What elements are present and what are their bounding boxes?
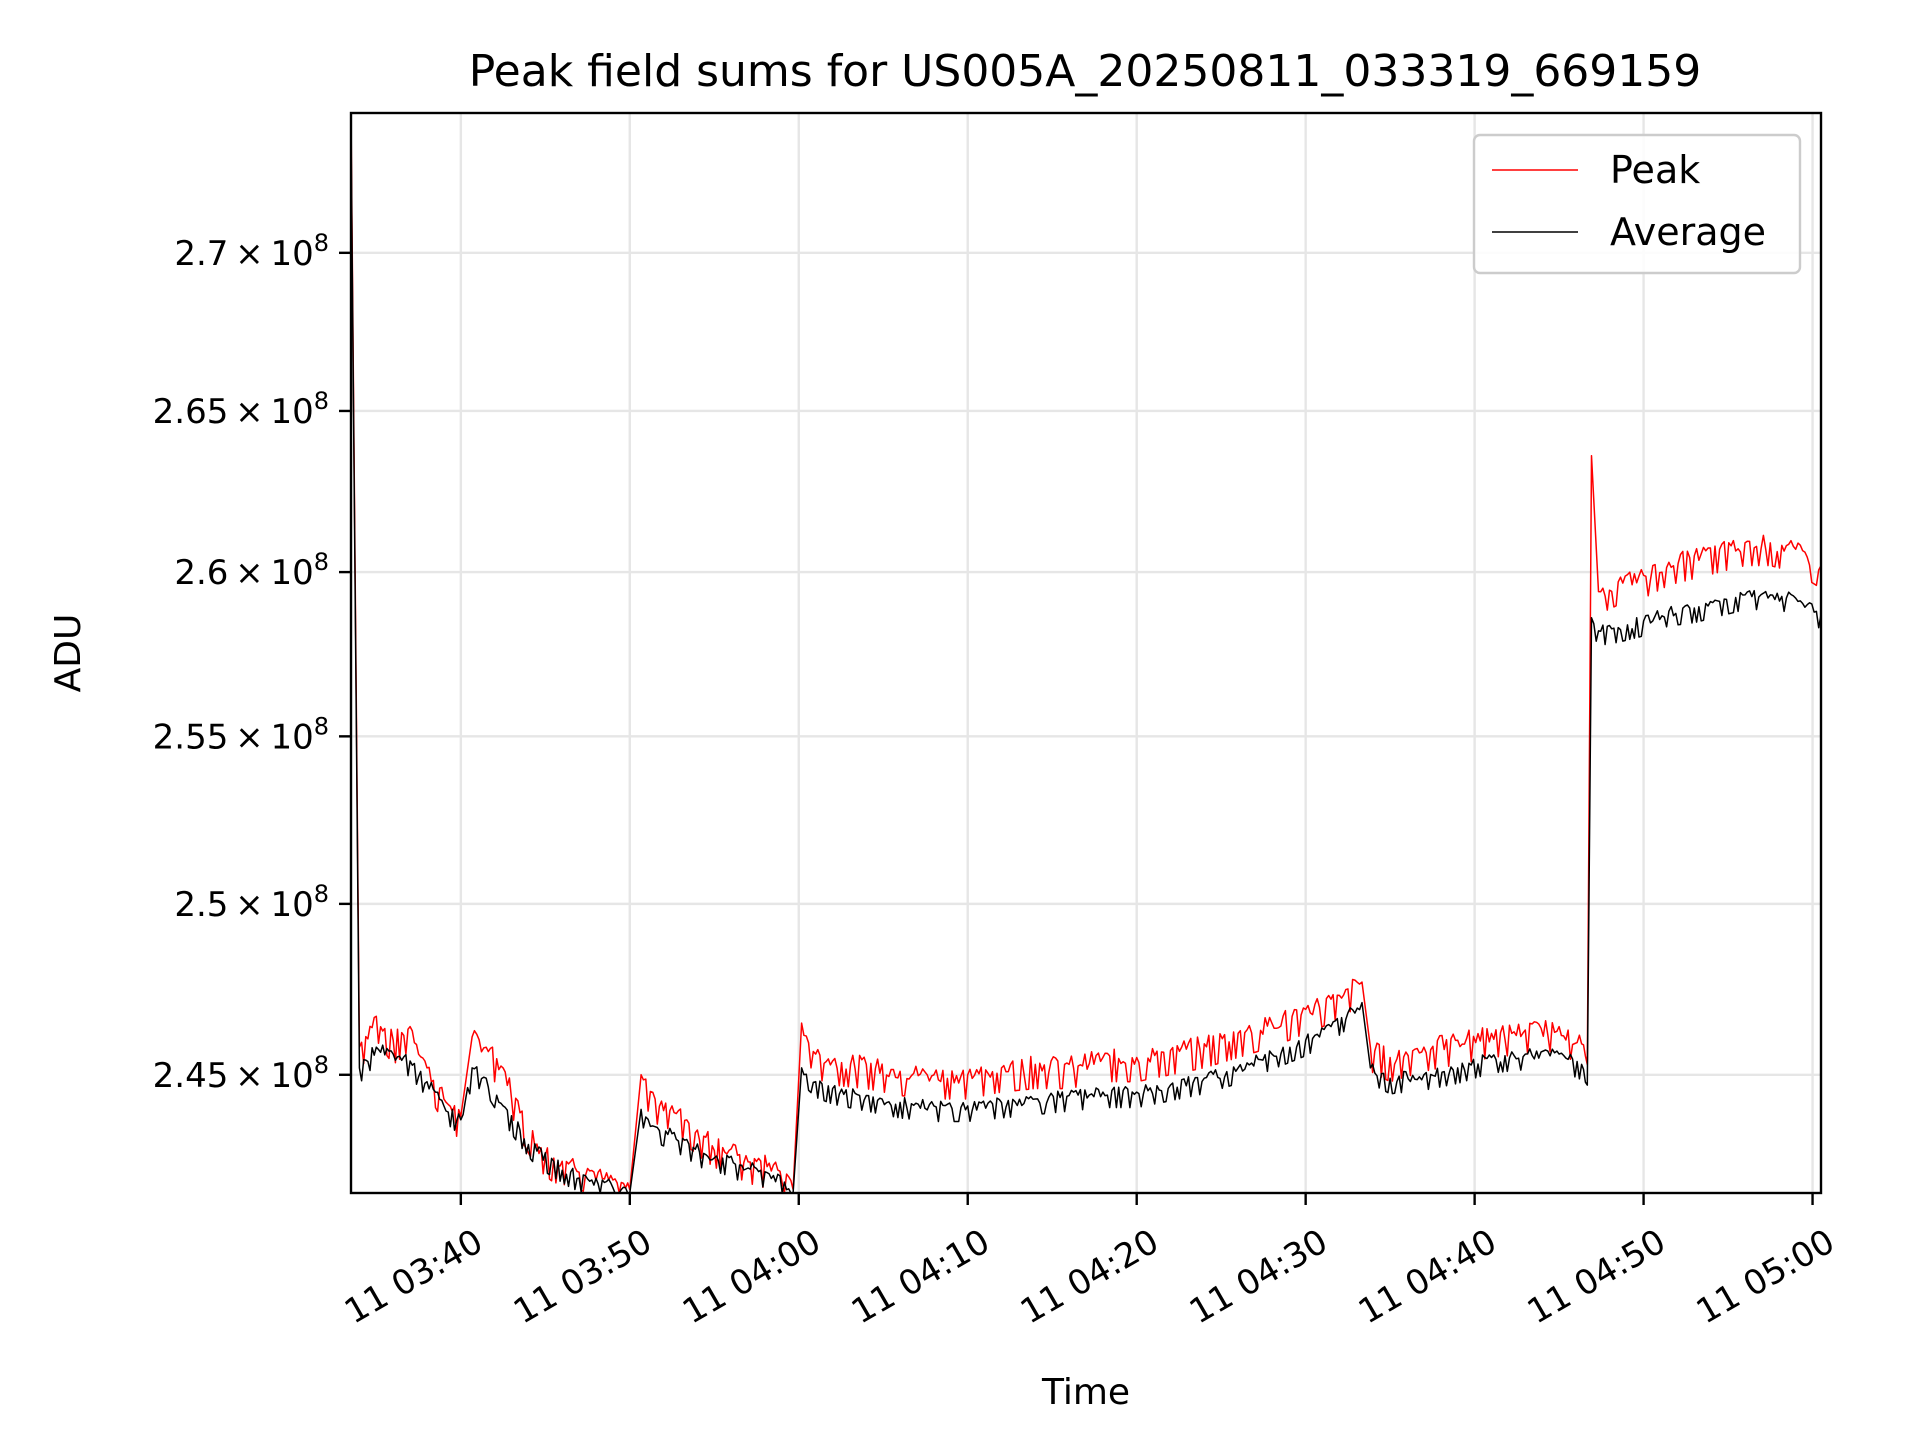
x-tick-label: 11 03:50: [507, 1222, 659, 1333]
y-tick-label: 2.7 × 108: [174, 229, 329, 274]
legend: Peak Average: [1472, 133, 1802, 275]
x-tick-label: 11 03:40: [338, 1222, 490, 1333]
y-tick-label: 2.6 × 108: [174, 548, 329, 593]
y-tick-label: 2.45 × 108: [153, 1051, 329, 1096]
series-line-peak: [350, 112, 1822, 1194]
y-tick-label: 2.5 × 108: [174, 880, 329, 925]
x-tick-label: 11 04:30: [1183, 1222, 1335, 1333]
x-axis: 11 03:40 11 03:50 11 04:00 11 04:10 11 04:20…: [338, 1193, 1841, 1332]
x-tick-label: 11 04:10: [845, 1222, 997, 1333]
y-tick-label: 2.55 × 108: [153, 712, 329, 757]
x-tick-label: 11 04:40: [1352, 1222, 1504, 1333]
legend-label-average: Average: [1610, 210, 1766, 254]
x-tick-label: 11 04:00: [676, 1222, 828, 1333]
x-tick-label: 11 04:20: [1014, 1222, 1166, 1333]
x-axis-label: Time: [1041, 1372, 1130, 1413]
y-axis: 2.45 × 108 2.5 × 108 2.55 × 108 2.6 × 108 2.…: [153, 229, 351, 1096]
plot-frame: [349, 111, 1823, 1195]
grid: [351, 113, 1821, 1193]
y-axis-label: ADU: [48, 614, 89, 693]
series-line-average: [350, 128, 1822, 1194]
x-tick-label: 11 05:00: [1690, 1222, 1842, 1333]
legend-label-peak: Peak: [1610, 148, 1700, 192]
chart-title: Peak field sums for US005A_20250811_0333…: [469, 46, 1702, 97]
x-tick-label: 11 04:50: [1521, 1222, 1673, 1333]
series-layer: [350, 112, 1822, 1194]
y-tick-label: 2.65 × 108: [153, 387, 329, 432]
